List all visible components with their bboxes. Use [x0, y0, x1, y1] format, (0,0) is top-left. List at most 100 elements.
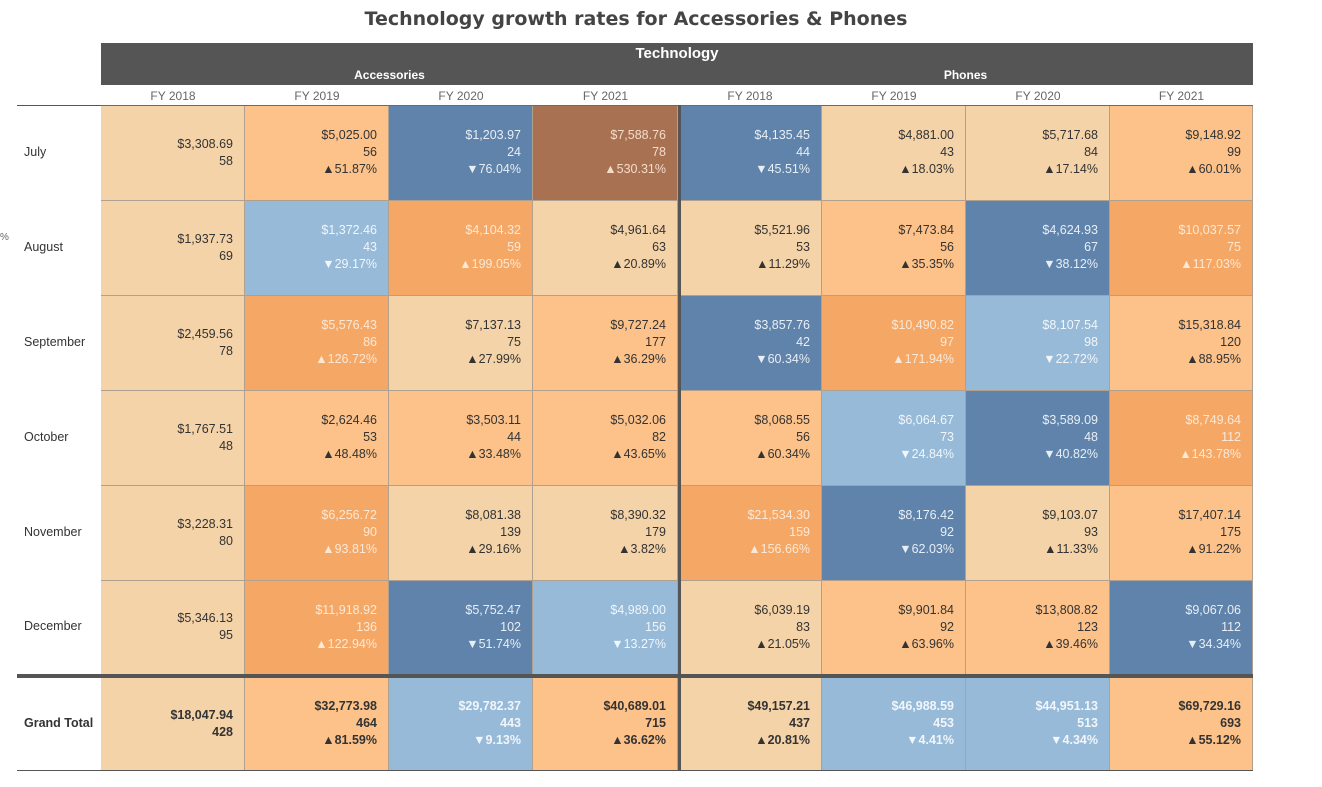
cell-count: 42	[796, 335, 810, 349]
cell-growth: ▲530.31%	[604, 162, 666, 176]
table-cell: $13,808.82 123 ▲39.46%	[966, 581, 1110, 675]
table-cell: $4,624.93 67 ▼38.12%	[966, 201, 1110, 296]
cell-count: 120	[1220, 335, 1241, 349]
cell-count: 156	[645, 619, 666, 634]
cell-count: 56	[940, 240, 954, 254]
cell-growth: ▲20.81%	[755, 733, 810, 747]
cell-count: 78	[219, 343, 233, 358]
table-cell: $3,228.31 80	[101, 486, 245, 581]
cell-growth: ▲35.35%	[899, 257, 954, 271]
cell-count: 24	[507, 145, 521, 159]
cell-count: 53	[363, 430, 377, 444]
table-cell: $1,767.51 48	[101, 391, 245, 486]
cell-growth: ▲39.46%	[1043, 636, 1098, 651]
cell-sales: $3,308.69	[177, 136, 233, 151]
cell-sales: $1,203.97	[465, 128, 521, 142]
cell-sales: $5,025.00	[321, 128, 377, 142]
cell-sales: $40,689.01	[603, 699, 666, 713]
cell-count: 98	[1084, 335, 1098, 349]
table-cell: $3,503.11 44 ▲33.48%	[389, 391, 533, 486]
cell-sales: $13,808.82	[1035, 602, 1098, 617]
cell-sales: $9,067.06	[1185, 602, 1241, 617]
cell-count: 82	[652, 430, 666, 444]
table-cell: $10,037.57 75 ▲117.03%	[1110, 201, 1253, 296]
cell-sales: $8,749.64	[1185, 413, 1241, 427]
cell-growth: ▼60.34%	[755, 352, 810, 366]
cell-count: 179	[645, 525, 666, 539]
cell-count: 92	[940, 525, 954, 539]
table-cell: $9,103.07 93 ▲11.33%	[966, 486, 1110, 581]
cell-growth: ▲60.34%	[755, 447, 810, 461]
group-separator	[678, 105, 681, 675]
cell-sales: $69,729.16	[1178, 699, 1241, 713]
cell-sales: $6,064.67	[898, 413, 954, 427]
table-cell: $8,390.32 179 ▲3.82%	[533, 486, 678, 581]
cell-sales: $18,047.94	[170, 707, 233, 722]
cell-count: 56	[796, 430, 810, 444]
cell-count: 177	[645, 335, 666, 349]
cell-count: 75	[507, 335, 521, 349]
table-cell: $1,203.97 24 ▼76.04%	[389, 106, 533, 201]
row-header-top-line	[17, 105, 101, 106]
cell-sales: $4,881.00	[898, 128, 954, 142]
cell-sales: $21,534.30	[747, 508, 810, 522]
cell-count: 112	[1221, 619, 1241, 634]
year-header: FY 2019	[294, 89, 340, 103]
cell-growth: ▼4.34%	[1050, 733, 1098, 747]
cell-count: 78	[652, 145, 666, 159]
cell-growth: ▲29.16%	[466, 542, 521, 556]
year-header: FY 2021	[582, 89, 629, 103]
cell-growth: ▲63.96%	[899, 636, 954, 651]
cell-growth: ▲33.48%	[466, 447, 521, 461]
row-label: Grand Total	[24, 715, 94, 730]
cell-sales: $6,039.19	[754, 602, 810, 617]
cell-count: 715	[645, 716, 666, 730]
cell-sales: $5,576.43	[321, 318, 377, 332]
cell-sales: $11,918.92	[315, 602, 377, 617]
cell-count: 73	[940, 430, 954, 444]
cell-sales: $44,951.13	[1035, 699, 1098, 713]
cell-sales: $9,148.92	[1185, 128, 1241, 142]
table-cell: $1,937.73 69	[101, 201, 245, 296]
table-cell: $3,589.09 48 ▼40.82%	[966, 391, 1110, 486]
table-cell: $32,773.98 464 ▲81.59%	[245, 678, 389, 771]
table-cell: $3,308.69 58	[101, 106, 245, 201]
cell-sales: $32,773.98	[314, 699, 377, 713]
cell-growth: ▲3.82%	[618, 542, 666, 556]
table-cell: $9,727.24 177 ▲36.29%	[533, 296, 678, 391]
cell-count: 428	[212, 724, 233, 739]
cell-growth: ▲11.29%	[756, 257, 810, 271]
cell-count: 99	[1227, 145, 1241, 159]
table-cell: $4,104.32 59 ▲199.05%	[389, 201, 533, 296]
cell-growth: ▲60.01%	[1186, 162, 1241, 176]
cell-growth: ▲91.22%	[1186, 542, 1241, 556]
cell-sales: $8,176.42	[898, 508, 954, 522]
cell-sales: $10,490.82	[891, 318, 954, 332]
cell-count: 59	[507, 240, 521, 254]
year-header: FY 2018	[727, 89, 773, 103]
cell-count: 43	[363, 240, 377, 254]
cell-sales: $4,624.93	[1042, 223, 1098, 237]
cell-sales: $4,989.00	[610, 602, 666, 617]
cell-growth: ▼40.82%	[1043, 447, 1098, 461]
table-cell: $5,032.06 82 ▲43.65%	[533, 391, 678, 486]
cell-count: 44	[796, 145, 810, 159]
cell-growth: ▲20.89%	[611, 257, 666, 271]
table-cell: $5,752.47 102 ▼51.74%	[389, 581, 533, 675]
cell-sales: $5,032.06	[610, 413, 666, 427]
cell-count: 95	[219, 628, 233, 642]
row-label: August	[24, 239, 63, 254]
chart-title: Technology growth rates for Accessories …	[364, 8, 908, 30]
cell-count: 44	[507, 430, 521, 444]
cell-sales: $3,228.31	[177, 516, 233, 531]
category-header: Technology Accessories Phones	[101, 43, 1253, 85]
subcategory-phones: Phones	[943, 68, 988, 82]
cell-growth: ▼4.41%	[906, 733, 954, 747]
cell-growth: ▼76.04%	[466, 162, 521, 176]
cell-count: 139	[500, 525, 521, 539]
cell-count: 175	[1220, 525, 1241, 539]
category-label: Technology	[635, 45, 719, 62]
table-cell: $17,407.14 175 ▲91.22%	[1110, 486, 1253, 581]
cell-count: 90	[363, 525, 377, 539]
cell-count: 136	[356, 619, 377, 634]
